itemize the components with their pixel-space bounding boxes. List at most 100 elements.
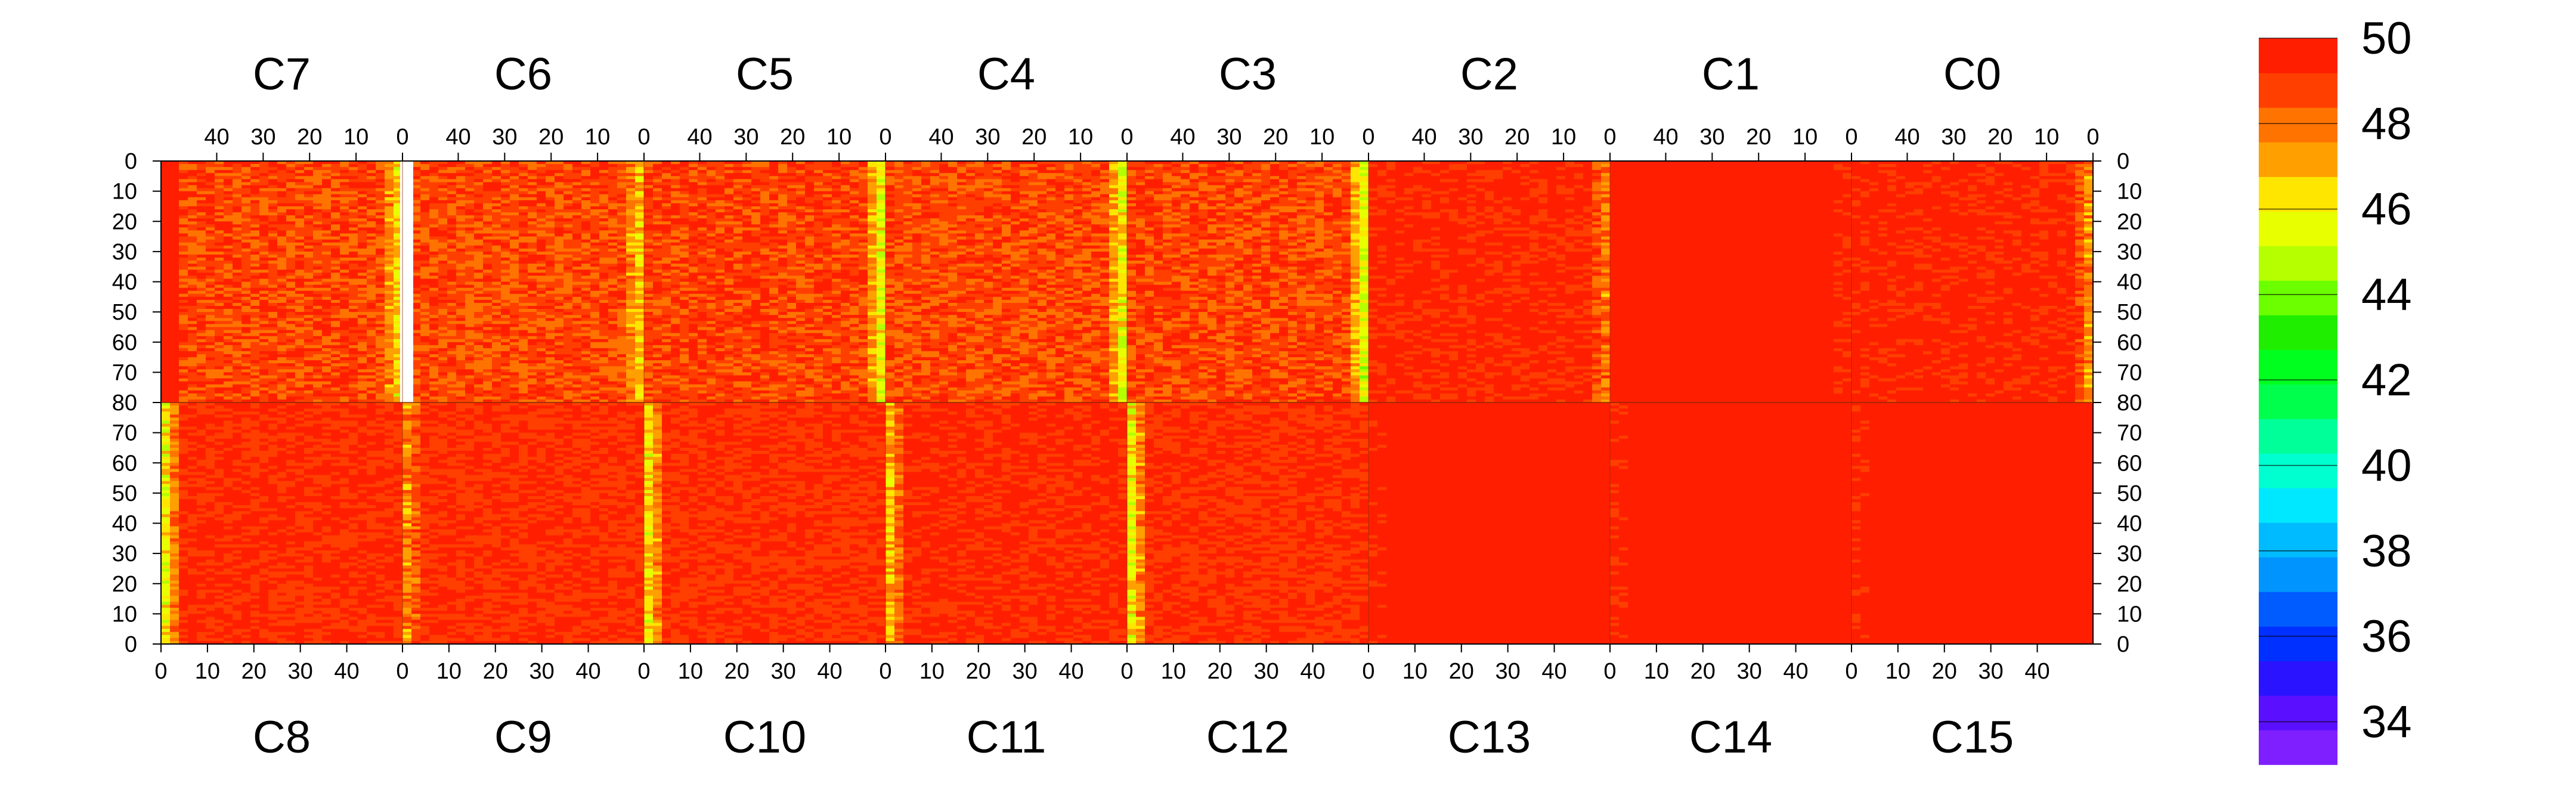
heatmap-cell [340,191,349,195]
heatmap-cell [778,182,788,185]
heatmap-cell [259,379,269,382]
heatmap-cell [760,200,770,204]
heatmap-cell [474,275,484,279]
heatmap-cell [832,212,841,216]
heatmap-cell [546,385,555,388]
heatmap-cell [206,182,215,185]
heatmap-cell [215,282,224,286]
heatmap-cell [250,275,260,279]
heatmap-cell [492,218,501,222]
heatmap-cell [242,282,251,286]
heatmap-cell [555,275,564,279]
heatmap-cell [555,188,564,192]
heatmap-cell [626,176,636,179]
heatmap-cell [385,203,394,207]
heatmap-cell [376,212,385,216]
heatmap-cell [429,297,439,301]
heatmap-cell [814,218,823,222]
heatmap-cell [438,275,448,279]
heatmap-cell [206,215,215,219]
heatmap-cell [224,318,233,321]
heatmap-cell [510,336,519,340]
heatmap-cell [546,261,555,264]
heatmap-cell [617,309,627,312]
heatmap-cell [376,209,385,213]
heatmap-cell [268,388,278,391]
heatmap-cell [877,167,886,171]
heatmap-cell [465,345,475,349]
heatmap-cell [519,345,528,349]
heatmap-cell [519,394,528,397]
heatmap-cell [528,275,537,279]
heatmap-cell [340,288,349,292]
heatmap-cell [510,318,519,321]
heatmap-cell [358,321,367,324]
heatmap-cell [635,333,645,337]
heatmap-cell [456,182,466,185]
heatmap-cell [635,285,645,289]
heatmap-cell [367,209,376,213]
heatmap-cell [179,176,188,179]
heatmap-cell [340,270,349,273]
heatmap-cell [555,249,564,252]
heatmap-cell [832,221,841,225]
heatmap-cell [590,351,600,355]
heatmap-cell [197,357,206,361]
heatmap-cell [742,170,752,174]
heatmap-cell [662,230,671,234]
heatmap-cell [376,288,385,292]
heatmap-cell [206,315,215,318]
heatmap-cell [385,357,394,361]
heatmap-cell [742,164,752,168]
heatmap-cell [474,342,484,346]
heatmap-cell [733,227,743,231]
heatmap-cell [233,234,242,237]
heatmap-cell [528,333,537,337]
heatmap-cell [376,385,385,388]
heatmap-cell [322,285,332,289]
heatmap-cell [447,394,457,397]
heatmap-cell [671,215,680,219]
heatmap-cell [420,282,430,286]
heatmap-cell [313,243,323,246]
heatmap-cell [376,261,385,264]
heatmap-cell [438,261,448,264]
heatmap-cell [304,234,314,237]
heatmap-cell [170,206,179,210]
heatmap-cell [671,234,680,237]
heatmap-cell [483,333,493,337]
heatmap-cell [635,309,645,312]
heatmap-cell [528,391,537,394]
heatmap-cell [250,261,260,264]
heatmap-cell [277,261,287,264]
heatmap-cell [295,261,305,264]
heatmap-cell [492,318,501,321]
heatmap-cell [188,300,197,304]
heatmap-cell [519,258,528,261]
heatmap-cell [617,366,627,370]
heatmap-cell [233,237,242,240]
heatmap-cell [546,288,555,292]
heatmap-cell [501,179,510,182]
heatmap-cell [161,249,171,252]
heatmap-cell [295,339,305,343]
heatmap-cell [653,227,662,231]
heatmap-cell [295,366,305,370]
heatmap-cell [689,179,698,182]
heatmap-cell [850,212,859,216]
heatmap-cell [528,188,537,192]
heatmap-cell [733,179,743,182]
heatmap-cell [215,255,224,258]
heatmap-cell [653,234,662,237]
heatmap-cell [456,212,466,216]
heatmap-cell [474,246,484,249]
heatmap-cell [671,227,680,231]
heatmap-cell [447,285,457,289]
heatmap-cell [259,339,269,343]
heatmap-cell [295,164,305,168]
heatmap-cell [635,385,645,388]
heatmap-cell [662,209,671,213]
heatmap-cell [286,379,296,382]
heatmap-cell [331,382,340,385]
heatmap-cell [733,182,743,185]
